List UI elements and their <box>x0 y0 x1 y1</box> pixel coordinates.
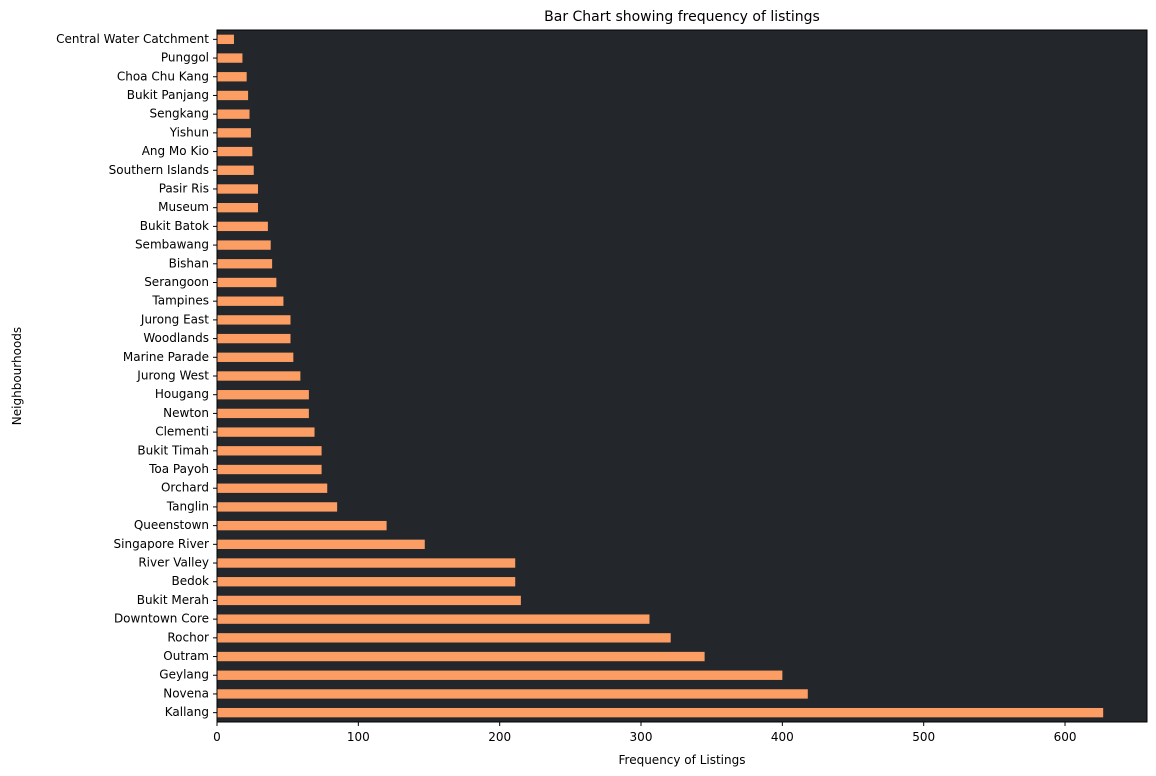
bar-sengkang <box>217 109 250 119</box>
y-axis-label: Neighbourhoods <box>10 327 24 425</box>
bar-bukit-timah <box>217 446 322 456</box>
bar-tanglin <box>217 502 338 512</box>
x-axis-label: Frequency of Listings <box>619 753 746 767</box>
bar-ang-mo-kio <box>217 146 253 157</box>
bar-jurong-west <box>217 371 301 381</box>
x-tick-label: 500 <box>912 730 935 744</box>
y-tick-label: Choa Chu Kang <box>117 69 209 83</box>
y-tick-label: Toa Payoh <box>148 462 209 476</box>
bar-queenstown <box>217 520 387 531</box>
y-tick-label: Serangoon <box>144 275 209 289</box>
bar-bedok <box>217 577 516 587</box>
bar-marine-parade <box>217 352 294 362</box>
y-tick-label: Bukit Timah <box>137 443 209 457</box>
y-tick-label: Bukit Panjang <box>127 88 209 102</box>
x-tick-label: 400 <box>771 730 794 744</box>
y-tick-label: Yishun <box>169 125 209 139</box>
x-tick-label: 600 <box>1054 730 1077 744</box>
y-tick-label: Bishan <box>169 256 209 270</box>
y-tick-label: Tampines <box>151 294 209 308</box>
y-tick-label: River Valley <box>138 556 209 570</box>
y-tick-label: Museum <box>158 200 209 214</box>
y-tick-label: Jurong West <box>136 369 209 383</box>
y-tick-label: Bedok <box>171 574 209 588</box>
x-tick-label: 0 <box>213 730 221 744</box>
bar-river-valley <box>217 558 516 568</box>
y-tick-label: Jurong East <box>140 312 209 326</box>
bar-rochor <box>217 633 671 643</box>
y-tick-label: Sembawang <box>135 238 209 252</box>
y-tick-label: Kallang <box>165 705 209 719</box>
bar-outram <box>217 651 705 662</box>
bar-newton <box>217 408 309 419</box>
bar-hougang <box>217 390 309 400</box>
y-tick-label: Tanglin <box>166 499 209 513</box>
y-tick-label: Novena <box>163 686 209 700</box>
bar-novena <box>217 689 808 699</box>
y-tick-label: Hougang <box>155 387 209 401</box>
bar-central-water-catchment <box>217 34 234 45</box>
y-tick-label: Orchard <box>161 481 209 495</box>
y-tick-label: Queenstown <box>134 518 209 532</box>
y-tick-label: Central Water Catchment <box>56 32 209 46</box>
y-tick-label: Downtown Core <box>114 612 209 626</box>
y-tick-label: Pasir Ris <box>159 181 209 195</box>
chart-title: Bar Chart showing frequency of listings <box>544 9 820 25</box>
bar-choa-chu-kang <box>217 72 247 82</box>
bars-group <box>217 34 1104 718</box>
y-axis: Kallang Novena Geylang Outram Rochor Downtown… <box>56 32 217 719</box>
bar-bukit-batok <box>217 221 268 232</box>
y-tick-label: Woodlands <box>143 331 209 345</box>
x-tick-label: 200 <box>488 730 511 744</box>
bar-bukit-panjang <box>217 90 249 101</box>
bar-toa-payoh <box>217 464 322 475</box>
x-tick-label: 100 <box>347 730 370 744</box>
y-tick-label: Newton <box>163 406 209 420</box>
y-tick-label: Ang Mo Kio <box>142 144 209 158</box>
bar-museum <box>217 203 258 213</box>
x-tick-label: 300 <box>630 730 653 744</box>
y-tick-label: Sengkang <box>149 107 209 121</box>
y-tick-label: Marine Parade <box>123 350 209 364</box>
bar-singapore-river <box>217 539 425 549</box>
y-tick-label: Outram <box>163 649 209 663</box>
y-tick-label: Singapore River <box>114 537 210 551</box>
bar-downtown-core <box>217 614 650 624</box>
bar-sembawang <box>217 240 271 250</box>
bar-pasir-ris <box>217 184 258 194</box>
bar-punggol <box>217 53 243 63</box>
bar-kallang <box>217 707 1104 718</box>
bar-orchard <box>217 483 328 493</box>
bar-clementi <box>217 427 315 437</box>
bar-bukit-merah <box>217 595 521 606</box>
y-tick-label: Clementi <box>155 425 209 439</box>
plot-frame <box>216 29 1148 723</box>
bar-yishun <box>217 128 251 138</box>
plot-background <box>217 30 1147 722</box>
bar-serangoon <box>217 277 277 288</box>
bar-tampines <box>217 296 284 306</box>
y-tick-label: Bukit Merah <box>137 593 209 607</box>
y-tick-label: Geylang <box>159 668 209 682</box>
x-axis: 0 100 200 300 400 500 600 <box>213 722 1076 744</box>
y-tick-label: Bukit Batok <box>140 219 209 233</box>
bar-southern-islands <box>217 165 254 175</box>
bar-geylang <box>217 670 783 680</box>
bar-jurong-east <box>217 315 291 325</box>
y-tick-label: Punggol <box>161 51 209 65</box>
bar-bishan <box>217 259 273 269</box>
y-tick-label: Southern Islands <box>109 163 209 177</box>
y-tick-label: Rochor <box>167 630 209 644</box>
bar-woodlands <box>217 333 291 344</box>
